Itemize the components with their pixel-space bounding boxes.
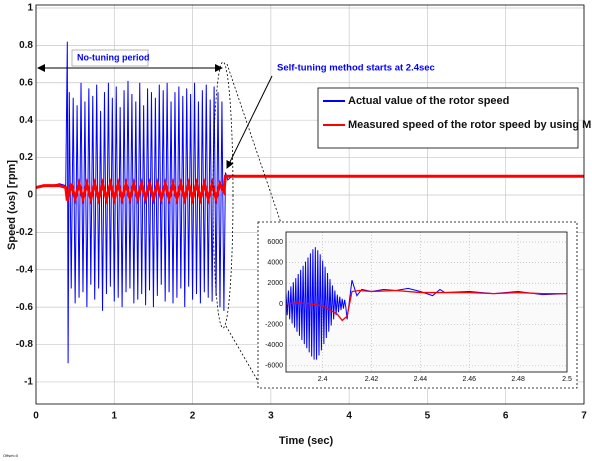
axes-box bbox=[35, 4, 585, 405]
y-tick-label: -2000 bbox=[265, 321, 283, 328]
zoom-line bbox=[226, 63, 285, 233]
x-tick-label: 2.48 bbox=[511, 376, 525, 383]
x-tick-label: 2.42 bbox=[365, 376, 379, 383]
y-tick-label: 0.2 bbox=[19, 152, 33, 163]
x-tick-label: 0 bbox=[33, 411, 39, 422]
x-tick-label: 2.44 bbox=[414, 376, 428, 383]
y-tick-label: -0.8 bbox=[16, 339, 34, 350]
y-tick-label: 6000 bbox=[267, 239, 283, 246]
axes-box bbox=[285, 231, 568, 373]
x-tick-label: 2.4 bbox=[318, 376, 328, 383]
y-tick-label: 4000 bbox=[267, 259, 283, 266]
y-tick-label: 0.6 bbox=[19, 77, 33, 88]
legend-label: Measured speed of the rotor speed by usi… bbox=[348, 119, 592, 131]
x-axis-label: Time (sec) bbox=[279, 435, 334, 447]
zoom-ellipse bbox=[212, 61, 234, 329]
x-tick-label: 2.46 bbox=[462, 376, 476, 383]
x-tick-label: 7 bbox=[581, 411, 587, 422]
y-tick-label: 2000 bbox=[267, 280, 283, 287]
x-tick-label: 2 bbox=[190, 411, 196, 422]
y-tick-label: -4000 bbox=[265, 342, 283, 349]
y-axis-label: Speed (ωs) [rpm] bbox=[6, 160, 18, 250]
y-tick-label: -6000 bbox=[265, 363, 283, 370]
y-tick-label: 1 bbox=[27, 3, 33, 14]
legend: Actual value of the rotor speed Measured … bbox=[317, 87, 592, 149]
annotations: No-tuning period Self-tuning method star… bbox=[3, 49, 435, 458]
annotation: No-tuning period bbox=[77, 52, 149, 62]
legend-label: Actual value of the rotor speed bbox=[348, 95, 509, 107]
legend-box bbox=[317, 87, 579, 149]
x-tick-label: 2.5 bbox=[562, 376, 572, 383]
series-line bbox=[286, 247, 567, 360]
x-tick-label: 1 bbox=[112, 411, 118, 422]
series-line bbox=[286, 289, 567, 322]
series-line bbox=[36, 41, 584, 364]
y-tick-label: 0 bbox=[279, 301, 283, 308]
x-tick-label: 3 bbox=[268, 411, 274, 422]
x-tick-label: 4 bbox=[346, 411, 352, 422]
start-arrow bbox=[226, 75, 273, 169]
y-tick-label: 0 bbox=[27, 190, 33, 201]
offset-label: Offset=0 bbox=[3, 453, 19, 458]
y-tick-label: -0.6 bbox=[16, 302, 34, 313]
y-tick-label: -0.4 bbox=[16, 264, 34, 275]
y-tick-label: -0.2 bbox=[16, 227, 34, 238]
series-line bbox=[36, 174, 584, 205]
inset-axes: 2.4 2.42 2.44 2.46 2.48 2.5 -6000 -4000 -2000 0 20… bbox=[265, 231, 572, 383]
annotation: Self-tuning method starts at 2.4sec bbox=[277, 63, 435, 74]
y-tick-label: 0.4 bbox=[19, 115, 33, 126]
x-tick-label: 6 bbox=[503, 411, 509, 422]
y-tick-label: -1 bbox=[24, 377, 33, 388]
y-tick-label: 0.8 bbox=[19, 40, 33, 51]
x-tick-label: 5 bbox=[425, 411, 431, 422]
